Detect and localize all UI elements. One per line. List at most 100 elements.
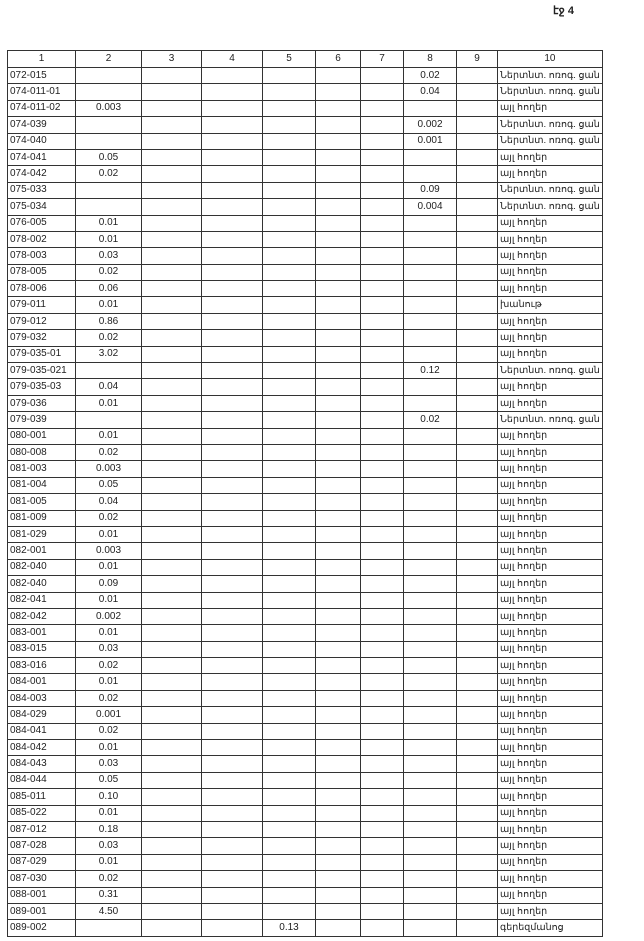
value-cell-col2: 0.001: [75, 706, 142, 724]
value-cell-col4: [201, 427, 263, 445]
parcel-code-cell: 079-036: [7, 394, 76, 413]
value-cell-col8: 0.004: [403, 198, 457, 216]
value-cell-col6: [315, 902, 361, 921]
value-cell-col2: 0.18: [75, 820, 142, 839]
column-header-4: 4: [201, 50, 263, 68]
table-row: 074-011-02 0.003 այլ հողեր: [7, 99, 603, 118]
land-type-cell: այլ հողեր: [497, 427, 603, 445]
value-cell-col6: [315, 624, 361, 642]
value-cell-col4: [201, 919, 263, 937]
value-cell-col7: [360, 558, 404, 577]
value-cell-col9: [456, 755, 498, 773]
value-cell-col5: [262, 542, 316, 560]
value-cell-col2: [75, 181, 142, 200]
value-cell-col4: [201, 378, 263, 396]
value-cell-col9: [456, 525, 498, 544]
value-cell-col6: [315, 198, 361, 216]
value-cell-col7: [360, 722, 404, 741]
value-cell-col7: [360, 312, 404, 331]
land-type-cell: այլ հողեր: [497, 509, 603, 527]
parcel-code-cell: 079-035-01: [7, 345, 76, 364]
value-cell-col5: [262, 66, 316, 85]
value-cell-col8: [403, 820, 457, 839]
table-row: 083-001 0.01 այլ հողեր: [7, 624, 603, 642]
value-cell-col9: [456, 804, 498, 822]
value-cell-col9: [456, 493, 498, 511]
value-cell-col2: 0.02: [75, 870, 142, 888]
value-cell-col5: [262, 657, 316, 675]
value-cell-col9: [456, 542, 498, 560]
value-cell-col4: [201, 624, 263, 642]
value-cell-col5: [262, 689, 316, 708]
value-cell-col4: [201, 870, 263, 888]
value-cell-col9: [456, 607, 498, 626]
value-cell-col7: [360, 296, 404, 314]
table-row: 074-040 0.001 Ներտնտ. ոռոգ. ցան: [7, 132, 603, 150]
land-type-cell: այլ հողեր: [497, 558, 603, 577]
value-cell-col4: [201, 329, 263, 347]
value-cell-col5: [262, 83, 316, 101]
value-cell-col5: [262, 116, 316, 134]
value-cell-col6: [315, 804, 361, 822]
land-type-cell: այլ հողեր: [497, 607, 603, 626]
page-number: էջ 4: [553, 5, 574, 17]
land-type-cell: այլ հողեր: [497, 739, 603, 757]
value-cell-col5: [262, 460, 316, 478]
land-type-cell: այլ հողեր: [497, 689, 603, 708]
value-cell-col5: [262, 607, 316, 626]
value-cell-col3: [141, 689, 202, 708]
value-cell-col8: [403, 886, 457, 904]
value-cell-col2: 0.04: [75, 493, 142, 511]
land-type-cell: այլ հողեր: [497, 902, 603, 921]
value-cell-col8: [403, 345, 457, 364]
value-cell-col5: [262, 345, 316, 364]
parcel-code-cell: 078-005: [7, 263, 76, 282]
value-cell-col2: 0.03: [75, 755, 142, 773]
table-row: 082-040 0.01 այլ հողեր: [7, 558, 603, 577]
value-cell-col5: [262, 427, 316, 445]
value-cell-col8: [403, 755, 457, 773]
table-row: 084-041 0.02 այլ հողեր: [7, 722, 603, 741]
value-cell-col2: 0.003: [75, 460, 142, 478]
value-cell-col7: [360, 247, 404, 265]
value-cell-col2: 0.01: [75, 853, 142, 872]
value-cell-col8: [403, 230, 457, 249]
value-cell-col6: [315, 640, 361, 659]
value-cell-col4: [201, 394, 263, 413]
value-cell-col2: 0.02: [75, 165, 142, 183]
value-cell-col7: [360, 148, 404, 167]
value-cell-col8: [403, 378, 457, 396]
value-cell-col3: [141, 181, 202, 200]
value-cell-col3: [141, 525, 202, 544]
value-cell-col7: [360, 329, 404, 347]
value-cell-col6: [315, 280, 361, 298]
value-cell-col3: [141, 99, 202, 118]
parcel-code-cell: 087-030: [7, 870, 76, 888]
value-cell-col4: [201, 411, 263, 429]
value-cell-col9: [456, 181, 498, 200]
value-cell-col9: [456, 345, 498, 364]
table-row: 082-041 0.01 այլ հողեր: [7, 591, 603, 609]
value-cell-col9: [456, 83, 498, 101]
value-cell-col4: [201, 148, 263, 167]
value-cell-col2: 0.10: [75, 788, 142, 806]
value-cell-col5: [262, 263, 316, 282]
value-cell-col5: [262, 132, 316, 150]
value-cell-col7: [360, 411, 404, 429]
value-cell-col8: [403, 640, 457, 659]
parcel-code-cell: 075-034: [7, 198, 76, 216]
table-row: 074-011-01 0.04 Ներտնտ. ոռոգ. ցան: [7, 83, 603, 101]
value-cell-col9: [456, 591, 498, 609]
value-cell-col6: [315, 378, 361, 396]
value-cell-col9: [456, 706, 498, 724]
value-cell-col9: [456, 132, 498, 150]
parcel-code-cell: 084-001: [7, 673, 76, 691]
value-cell-col8: 0.002: [403, 116, 457, 134]
value-cell-col4: [201, 198, 263, 216]
value-cell-col7: [360, 263, 404, 282]
value-cell-col3: [141, 247, 202, 265]
table-row: 087-012 0.18 այլ հողեր: [7, 820, 603, 839]
land-type-cell: այլ հողեր: [497, 624, 603, 642]
table-row: 084-043 0.03 այլ հողեր: [7, 755, 603, 773]
value-cell-col9: [456, 312, 498, 331]
